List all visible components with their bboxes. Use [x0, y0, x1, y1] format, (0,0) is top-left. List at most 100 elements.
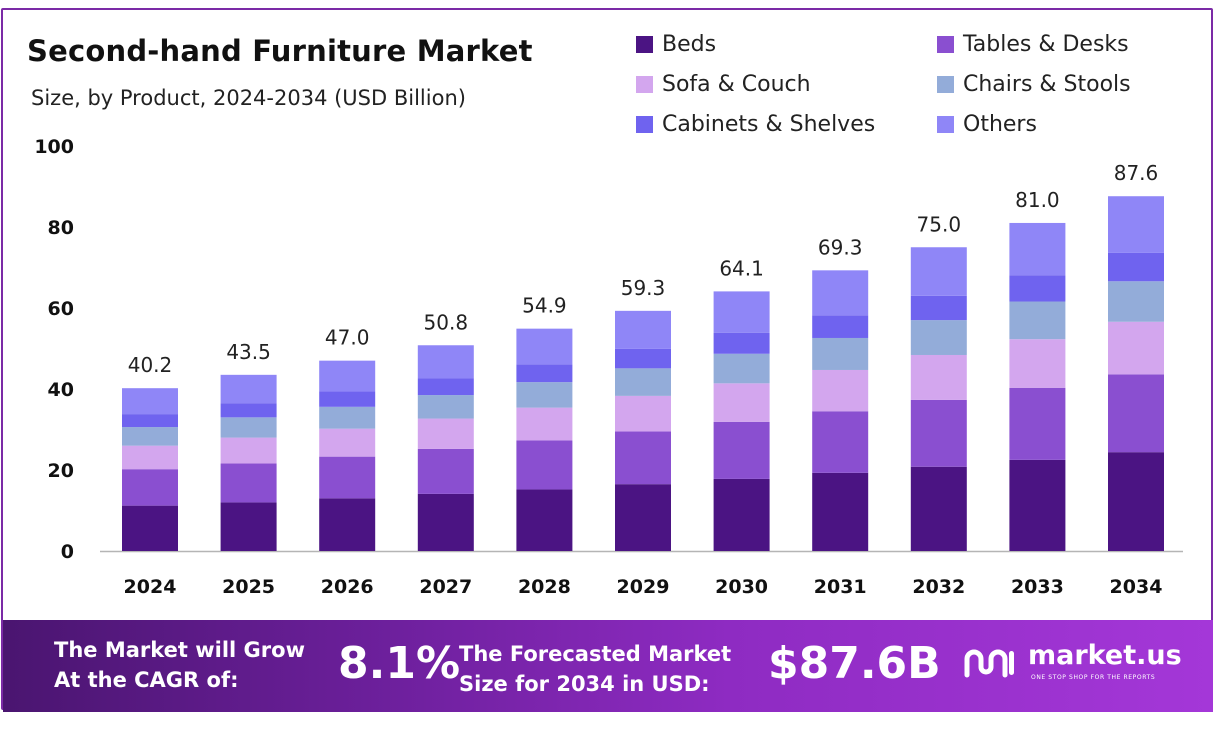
legend-item-cabinets-shelves: Cabinets & Shelves — [636, 110, 875, 138]
forecast-label-line1: The Forecasted Market — [459, 642, 732, 666]
y-tick-label: 20 — [48, 460, 74, 482]
legend-swatch — [937, 35, 954, 53]
bar-segment-others — [516, 328, 573, 365]
bar-total-label: 81.0 — [1015, 188, 1060, 212]
x-tick-label: 2029 — [617, 576, 670, 598]
bar-segment-beds — [713, 478, 770, 551]
bar-segment-tables-desks — [713, 421, 770, 479]
legend-swatch — [636, 35, 653, 53]
y-tick-label: 100 — [34, 136, 74, 158]
bar-total-label: 43.5 — [226, 340, 271, 364]
bar-segment-tables-desks — [417, 448, 474, 494]
bar-total-label: 47.0 — [325, 326, 370, 350]
legend-swatch — [636, 115, 653, 133]
forecast-value: $87.6B — [768, 638, 941, 689]
bar-segment-tables-desks — [122, 469, 178, 506]
bar-segment-others — [910, 247, 967, 296]
legend-label: Chairs & Stools — [963, 71, 1131, 97]
legend-swatch — [636, 75, 653, 93]
legend-label: Sofa & Couch — [662, 71, 811, 97]
x-tick-label: 2030 — [715, 576, 768, 598]
legend-label: Cabinets & Shelves — [662, 111, 876, 137]
x-tick-label: 2026 — [321, 576, 374, 598]
bar-segment-tables-desks — [220, 463, 277, 503]
legend-item-chairs-stools: Chairs & Stools — [937, 70, 1131, 98]
bar-segment-tables-desks — [1108, 374, 1164, 453]
bar-segment-sofa-couch — [417, 418, 474, 449]
bar-segment-sofa-couch — [319, 428, 376, 457]
brand-tagline: ONE STOP SHOP FOR THE REPORTS — [1031, 674, 1156, 681]
bar-segment-others — [1108, 196, 1164, 253]
summary-banner: The Market will Grow At the CAGR of: 8.1… — [3, 620, 1213, 712]
bar-total-label: 50.8 — [424, 310, 469, 334]
bar-segment-tables-desks — [1009, 387, 1066, 460]
x-tick-label: 2033 — [1011, 576, 1064, 598]
bar-segment-chairs-stools — [122, 427, 178, 446]
bar-segment-chairs-stools — [319, 406, 376, 429]
bar-segment-sofa-couch — [122, 445, 178, 470]
bar-segment-beds — [615, 484, 671, 551]
bar-segment-beds — [220, 502, 277, 551]
bar-segment-cabinets-shelves — [319, 391, 376, 407]
bar-segment-beds — [910, 466, 967, 551]
bar-segment-chairs-stools — [220, 417, 277, 438]
legend-item-beds: Beds — [636, 30, 716, 58]
y-tick-label: 40 — [48, 379, 74, 401]
chart-title: Second-hand Furniture Market — [27, 34, 533, 68]
x-tick-label: 2024 — [124, 576, 177, 598]
cagr-value: 8.1% — [338, 638, 461, 689]
bar-segment-sofa-couch — [1009, 339, 1066, 388]
bar-segment-cabinets-shelves — [713, 332, 770, 354]
legend-label: Tables & Desks — [963, 31, 1129, 57]
stacked-bar-chart: 0 20 40 60 80 100 40.2 2024 43.5 2025 47.0 2026 50.8… — [34, 136, 1183, 598]
bar-total-label: 75.0 — [917, 212, 962, 236]
legend-label: Others — [963, 111, 1037, 137]
bar-segment-cabinets-shelves — [1108, 252, 1164, 282]
bar-segment-tables-desks — [615, 431, 671, 485]
legend-item-tables-desks: Tables & Desks — [937, 30, 1129, 58]
x-tick-label: 2031 — [814, 576, 867, 598]
bar-segment-tables-desks — [910, 399, 967, 467]
y-tick-label: 80 — [48, 217, 74, 239]
bar-total-label: 69.3 — [818, 235, 863, 259]
bar-segment-beds — [1108, 452, 1164, 551]
bar-segment-others — [417, 345, 474, 379]
forecast-label-line2: Size for 2034 in USD: — [459, 672, 710, 696]
bar-segment-cabinets-shelves — [516, 364, 573, 383]
bar-segment-cabinets-shelves — [615, 348, 671, 369]
bar-segment-beds — [1009, 459, 1066, 551]
bar-total-label: 59.3 — [621, 276, 666, 300]
bar-total-label: 40.2 — [128, 353, 173, 377]
bar-segment-chairs-stools — [417, 395, 474, 419]
bar-segment-beds — [122, 505, 178, 551]
legend-item-others: Others — [937, 110, 1037, 138]
x-tick-label: 2025 — [222, 576, 275, 598]
legend-swatch — [937, 75, 954, 93]
bar-segment-sofa-couch — [516, 407, 573, 441]
bar-segment-cabinets-shelves — [220, 403, 277, 418]
bar-segment-chairs-stools — [812, 337, 869, 370]
bar-segment-sofa-couch — [713, 383, 770, 422]
cagr-label-line1: The Market will Grow — [54, 638, 305, 662]
bar-segment-others — [615, 310, 671, 349]
bar-segment-tables-desks — [319, 456, 376, 499]
legend-item-sofa-couch: Sofa & Couch — [636, 70, 811, 98]
bar-segment-chairs-stools — [615, 368, 671, 396]
bar-segment-sofa-couch — [1108, 321, 1164, 375]
x-tick-label: 2028 — [518, 576, 571, 598]
bar-segment-others — [713, 291, 770, 333]
x-tick-label: 2027 — [419, 576, 472, 598]
bar-segment-cabinets-shelves — [910, 295, 967, 321]
bar-segment-beds — [812, 472, 869, 551]
bar-segment-sofa-couch — [812, 369, 869, 412]
bar-segment-cabinets-shelves — [1009, 275, 1066, 302]
bar-segment-tables-desks — [812, 411, 869, 473]
brand-name: market.us — [1028, 640, 1182, 671]
bar-segment-sofa-couch — [220, 437, 277, 464]
x-tick-label: 2032 — [912, 576, 965, 598]
market-us-logo-icon — [964, 649, 1014, 678]
y-tick-label: 60 — [48, 298, 74, 320]
bar-segment-others — [319, 360, 376, 392]
bar-segment-others — [812, 270, 869, 316]
bar-total-label: 54.9 — [522, 294, 567, 318]
